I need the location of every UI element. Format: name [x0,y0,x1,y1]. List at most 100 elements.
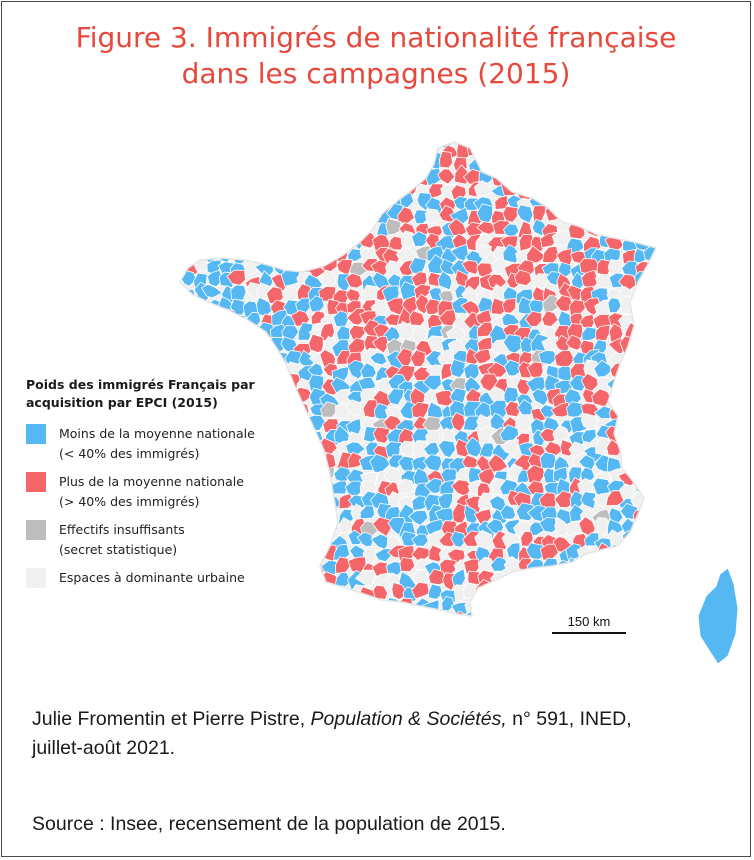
epci-cell [413,209,428,225]
epci-cell [284,183,302,201]
epci-cell [437,439,456,459]
epci-cell [254,597,272,616]
epci-cell [609,387,629,407]
epci-cell [504,400,521,418]
epci-cell [503,587,521,605]
epci-cell [426,335,446,351]
epci-cell [620,425,637,444]
epci-cell [345,272,364,289]
epci-cell [642,426,656,448]
epci-cell [321,207,336,228]
epci-cell [635,312,653,331]
epci-cell [619,220,636,239]
epci-cell [297,210,316,226]
epci-cell [412,610,429,616]
legend-swatch-grey [26,520,46,540]
epci-cell [180,256,181,274]
epci-cell [230,284,247,301]
epci-cell [180,204,193,222]
epci-cell [542,294,561,315]
epci-cell [581,569,599,586]
epci-cell [217,142,234,146]
epci-cell [643,334,656,355]
epci-cell [632,509,648,528]
epci-cell [645,521,656,540]
epci-cell [472,348,492,365]
epci-cell [499,504,517,520]
epci-cell [424,208,442,224]
epci-cell [308,142,328,150]
epci-cell [191,142,208,160]
epci-cell [645,299,656,314]
epci-cell [466,142,480,148]
epci-cell [634,378,650,394]
epci-cell [503,386,520,404]
epci-cell [494,144,511,161]
epci-cell [609,143,626,165]
epci-cell [630,221,648,237]
epci-cell [361,168,378,188]
epci-cell [580,491,596,510]
epci-cell [217,594,236,611]
epci-cell [180,168,183,186]
epci-cell [228,182,247,200]
credit-authors: Julie Fromentin et Pierre Pistre [32,708,300,730]
epci-cell [294,142,311,148]
epci-cell [638,207,654,226]
epci-cell [582,556,601,574]
epci-cell [609,600,624,616]
epci-cell [382,183,404,202]
epci-cell [359,208,380,224]
epci-cell [552,574,572,590]
epci-cell [646,414,656,434]
epci-cell [450,531,466,548]
epci-cell [266,232,285,252]
epci-cell [619,183,640,202]
epci-cell [390,170,407,188]
epci-cell [396,142,418,157]
epci-cell [308,203,327,224]
epci-cell [320,229,337,248]
epci-cell [526,245,547,264]
epci-cell [255,207,276,224]
epci-cell [180,311,185,333]
epci-cell [228,348,245,369]
epci-cell [307,142,325,159]
epci-cell [295,483,313,499]
epci-cell [581,326,600,342]
epci-cell [646,168,656,188]
epci-cell [180,299,195,318]
epci-cell [371,335,389,354]
epci-cell [354,569,377,588]
epci-cell [527,178,545,197]
epci-cell [519,142,534,150]
corsica-region [697,567,739,665]
epci-cell [297,468,314,486]
epci-cell [217,202,233,219]
epci-cell [594,584,609,600]
epci-cell [180,245,196,266]
epci-cell [376,143,396,162]
legend-item-urban: Espaces à dominante urbaine [26,568,296,590]
legend-sublabel: (> 40% des immigrés) [59,494,200,509]
scale-label: 150 km [567,614,611,629]
epci-cell [189,609,207,616]
epci-cell [530,609,546,616]
epci-cell [543,142,561,150]
epci-cell [345,195,367,213]
legend-title: Poids des immigrés Français par acquisit… [26,376,296,412]
epci-cell [347,451,365,469]
epci-cell [306,451,324,473]
epci-cell [399,142,419,149]
epci-cell [229,313,247,331]
epci-cell [581,585,597,602]
epci-cell [163,154,179,167]
epci-cell [437,270,453,291]
epci-cell [645,285,656,304]
epci-cell [594,168,612,187]
epci-cell [216,611,235,616]
epci-cell [241,234,259,255]
epci-cell [190,601,209,616]
epci-cell [310,478,329,495]
epci-cell [215,335,232,352]
